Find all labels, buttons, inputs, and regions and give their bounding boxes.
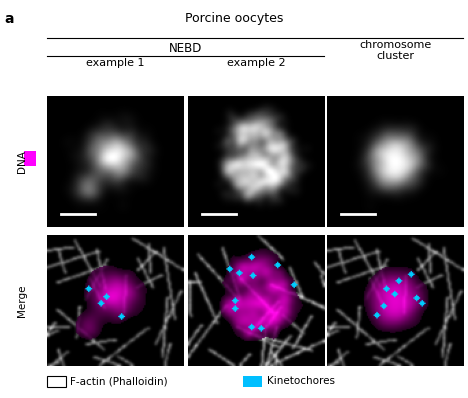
Text: example 2: example 2 bbox=[227, 58, 285, 68]
Text: F-actin (Phalloidin): F-actin (Phalloidin) bbox=[70, 377, 168, 386]
Bar bbox=[243, 376, 262, 387]
Bar bbox=[24, 151, 36, 166]
Text: Kinetochores: Kinetochores bbox=[267, 377, 335, 386]
Text: example 1: example 1 bbox=[86, 58, 144, 68]
Text: a: a bbox=[5, 12, 14, 26]
Text: chromosome
cluster: chromosome cluster bbox=[359, 40, 431, 61]
Text: Porcine oocytes: Porcine oocytes bbox=[185, 12, 283, 25]
Text: Merge: Merge bbox=[17, 284, 27, 317]
Text: DNA: DNA bbox=[17, 150, 27, 173]
Bar bbox=[47, 376, 66, 387]
Text: NEBD: NEBD bbox=[169, 42, 202, 55]
